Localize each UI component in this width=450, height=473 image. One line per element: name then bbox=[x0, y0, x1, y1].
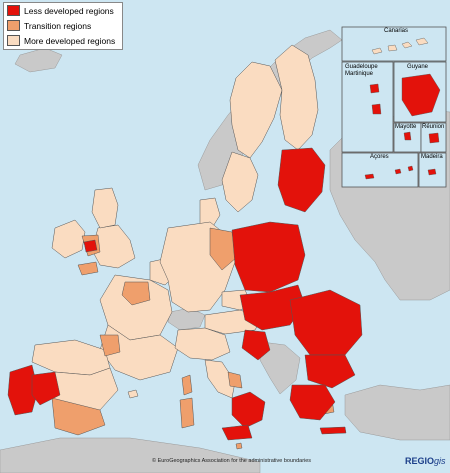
inset-canarias bbox=[341, 26, 447, 62]
madeira-island bbox=[427, 168, 437, 176]
region-crete bbox=[319, 426, 347, 435]
region-finland bbox=[274, 44, 319, 151]
region-mallorca bbox=[127, 389, 139, 399]
legend-swatch-transition bbox=[7, 20, 20, 31]
inset-label-canarias: Canarias bbox=[384, 28, 409, 34]
north-africa bbox=[0, 437, 261, 473]
less-developed-regions bbox=[7, 147, 363, 441]
region-baltics bbox=[277, 147, 326, 213]
legend-item-more: More developed regions bbox=[4, 33, 122, 48]
more-developed-regions bbox=[31, 44, 319, 413]
region-uk-cornwall bbox=[77, 261, 99, 276]
logo-sub-text: gis bbox=[434, 456, 446, 466]
region-germany-east bbox=[209, 227, 237, 271]
region-malta bbox=[235, 442, 243, 450]
region-croatia bbox=[241, 329, 271, 361]
region-uk-west-wales bbox=[83, 239, 98, 253]
region-sweden-north bbox=[229, 61, 283, 159]
region-italy-south bbox=[231, 391, 266, 429]
reunion-island bbox=[428, 132, 440, 144]
inset-guadeloupe-martinique bbox=[341, 61, 394, 153]
region-greece bbox=[289, 384, 336, 421]
legend-label-less: Less developed regions bbox=[24, 5, 114, 16]
transition-regions bbox=[51, 227, 335, 450]
region-ireland bbox=[51, 219, 86, 259]
legend-label-more: More developed regions bbox=[24, 35, 116, 46]
region-sardinia bbox=[179, 397, 195, 429]
logo-main-text: REGIO bbox=[405, 456, 435, 466]
acores-islands bbox=[364, 165, 414, 180]
inset-label-reunion: Réunion bbox=[422, 124, 445, 130]
legend-swatch-more bbox=[7, 35, 20, 46]
balkans bbox=[259, 341, 301, 395]
legend-item-transition: Transition regions bbox=[4, 18, 122, 33]
canarias-islands bbox=[371, 37, 429, 55]
inset-contents bbox=[364, 37, 441, 180]
martinique-island bbox=[371, 103, 382, 115]
region-denmark bbox=[199, 197, 221, 229]
inset-label-mayotte: Mayotte bbox=[395, 124, 417, 130]
legend-item-less: Less developed regions bbox=[4, 3, 122, 18]
legend: Less developed regions Transition region… bbox=[3, 2, 123, 50]
inset-label-madeira: Madeira bbox=[421, 154, 443, 160]
inset-label-martinique: Martinique bbox=[345, 71, 374, 77]
region-romania bbox=[289, 289, 363, 356]
inset-label-guadeloupe: Guadeloupe bbox=[345, 64, 378, 70]
region-france-south-west bbox=[99, 334, 121, 357]
region-spain-south bbox=[51, 397, 106, 436]
inset-label-acores: Açores bbox=[370, 154, 389, 160]
region-italy-north bbox=[174, 327, 231, 361]
region-portugal bbox=[7, 364, 39, 416]
region-uk-north bbox=[91, 187, 119, 229]
legend-swatch-less bbox=[7, 5, 20, 16]
guadeloupe-island bbox=[369, 83, 380, 94]
region-sweden-south bbox=[221, 151, 259, 213]
region-sicily bbox=[221, 424, 253, 441]
regiogis-logo: REGIOgis bbox=[405, 456, 446, 466]
region-corsica bbox=[181, 374, 193, 396]
region-bulgaria bbox=[304, 354, 356, 389]
region-france-north-east bbox=[121, 281, 151, 306]
mayotte-island bbox=[403, 131, 412, 141]
region-poland bbox=[231, 221, 306, 293]
region-italy-abruzzo bbox=[227, 371, 243, 389]
region-spain-extremadura bbox=[31, 371, 61, 406]
inset-acores bbox=[341, 152, 419, 188]
copyright-credit: © EuroGeographics Association for the ad… bbox=[152, 458, 312, 464]
guyane-territory bbox=[401, 73, 441, 117]
inset-label-guyane: Guyane bbox=[407, 64, 429, 70]
legend-label-transition: Transition regions bbox=[24, 20, 92, 31]
turkey bbox=[344, 384, 450, 441]
